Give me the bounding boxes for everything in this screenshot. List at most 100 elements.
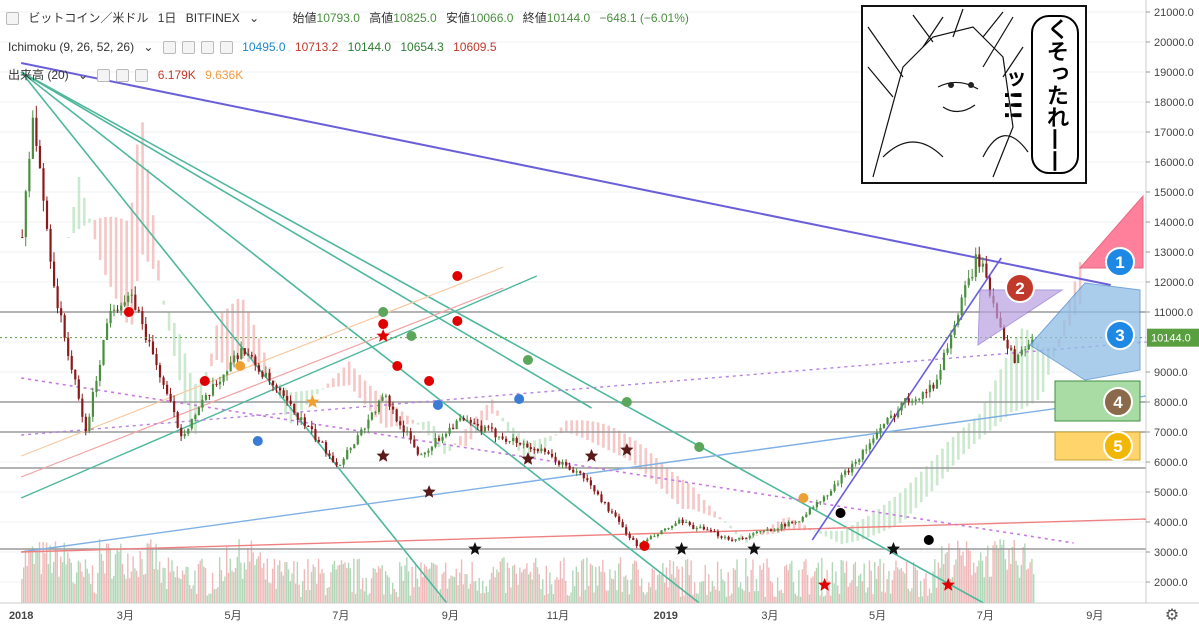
volume-bar: [928, 588, 931, 603]
volume-bar: [208, 593, 210, 603]
volume-bar: [752, 559, 754, 603]
volume-bar: [459, 572, 461, 603]
eye-icon[interactable]: [97, 69, 111, 83]
close-icon[interactable]: [219, 41, 233, 55]
high-value: 10825.0: [393, 11, 437, 25]
volume-bar: [328, 586, 330, 603]
candle-body: [632, 537, 635, 540]
cloud-segment: [734, 529, 738, 535]
cloud-segment: [1010, 346, 1013, 413]
volume-bar: [704, 564, 706, 603]
candle-body: [723, 536, 727, 538]
volume-bar: [957, 540, 959, 603]
volume-bar: [821, 557, 823, 603]
ichimoku-legend[interactable]: Ichimoku (9, 26, 52, 26) ⌄ 10495.0 10713…: [8, 40, 503, 55]
volume-bar: [621, 591, 623, 603]
volume-bar: [243, 562, 246, 603]
volume-bar: [349, 568, 352, 603]
symbol-header[interactable]: ビットコイン／米ドル 1日 BITFINEX ⌄ 始値10793.0 高値108…: [6, 9, 695, 26]
candle-body: [201, 399, 204, 408]
volume-bar: [120, 543, 122, 603]
candle-body: [882, 423, 886, 428]
marker-star: [305, 395, 320, 408]
candle-body: [384, 395, 388, 397]
marker-circle: [199, 376, 210, 386]
candle-body: [452, 427, 455, 430]
gear-icon[interactable]: ⚙: [1165, 607, 1179, 624]
candle-body: [70, 355, 73, 370]
candle-body: [572, 469, 575, 473]
candle-body: [889, 415, 893, 418]
chevron-down-icon[interactable]: ⌄: [78, 68, 89, 82]
volume-bar: [437, 595, 440, 603]
eye-icon[interactable]: [162, 41, 176, 55]
volume-bar: [286, 562, 288, 603]
marker-circle: [432, 400, 443, 410]
volume-bar: [602, 559, 604, 603]
volume-bar: [335, 569, 337, 603]
settings-icon[interactable]: [116, 69, 130, 83]
volume-bar: [780, 589, 782, 603]
candle-body: [317, 439, 321, 442]
volume-bar: [236, 556, 239, 603]
high-label: 高値: [369, 11, 394, 25]
volume-bar: [233, 572, 235, 603]
candle-body: [278, 387, 282, 391]
cloud-segment: [957, 432, 960, 460]
chevron-down-icon[interactable]: ⌄: [249, 11, 260, 25]
annotation-badge: [1005, 273, 1035, 303]
volume-bar: [47, 564, 50, 603]
volume-bar: [213, 589, 216, 603]
candle-body: [374, 412, 377, 414]
volume-bar: [822, 596, 825, 603]
volume-bar: [411, 566, 413, 603]
volume-bar: [227, 572, 230, 603]
volume-bar: [649, 587, 652, 603]
volume-legend[interactable]: 出来高 (20) ⌄ 6.179K 9.636K: [8, 66, 249, 83]
volume-bar: [337, 565, 339, 603]
change-value: −648.1 (−6.01%): [599, 11, 689, 25]
source-icon[interactable]: [200, 41, 214, 55]
volume-bar: [77, 560, 80, 603]
candle-body: [109, 310, 112, 324]
volume-bar: [988, 576, 991, 603]
volume-bar: [895, 560, 897, 603]
candle-body: [84, 416, 87, 432]
volume-bar: [630, 579, 632, 603]
volume-bar: [836, 585, 839, 603]
candle-body: [953, 325, 956, 336]
volume-bar: [399, 562, 401, 603]
volume-bar: [135, 570, 138, 603]
cloud-segment: [925, 466, 928, 497]
trend-line: [20, 71, 984, 604]
candle-body: [688, 522, 691, 525]
cloud-segment: [660, 462, 664, 489]
volume-bar: [483, 593, 486, 603]
cloud-segment: [570, 420, 573, 434]
volume-bar: [22, 567, 25, 603]
price-tick-label: 7000.0: [1154, 427, 1188, 439]
candle-body: [303, 417, 306, 427]
volume-bar: [259, 552, 261, 603]
close-icon[interactable]: [135, 69, 149, 83]
cloud-segment: [872, 512, 875, 536]
volume-bar: [648, 582, 650, 603]
volume-bar: [798, 569, 800, 603]
volume-bar: [374, 568, 376, 603]
cloud-segment: [549, 436, 552, 441]
volume-bar: [981, 560, 984, 603]
chevron-down-icon[interactable]: ⌄: [143, 40, 154, 54]
candle-body: [77, 379, 80, 399]
candle-body: [741, 537, 744, 539]
volume-bar: [727, 572, 729, 603]
price-tick-label: 15000.0: [1154, 187, 1194, 199]
collapse-icon[interactable]: [6, 12, 19, 26]
candle-body: [194, 415, 197, 419]
candle-body: [402, 425, 405, 433]
volume-bar: [580, 560, 583, 603]
cloud-segment: [130, 202, 134, 325]
cloud-segment: [93, 219, 97, 240]
settings-icon[interactable]: [181, 41, 195, 55]
volume-bar: [828, 580, 830, 603]
